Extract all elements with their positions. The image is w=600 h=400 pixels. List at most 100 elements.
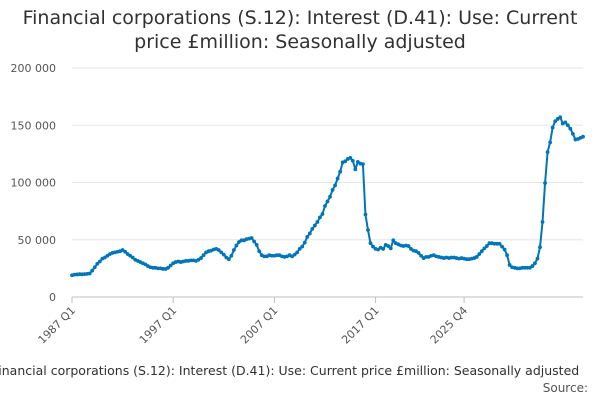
x-tick-label: 1987 Q1 (36, 304, 79, 347)
data-point[interactable] (328, 194, 332, 199)
data-point[interactable] (386, 244, 391, 248)
data-point[interactable] (219, 250, 224, 255)
data-point[interactable] (320, 212, 325, 216)
data-point[interactable] (388, 246, 393, 251)
data-point[interactable] (570, 131, 575, 136)
data-point[interactable] (484, 244, 489, 248)
data-point[interactable] (366, 228, 370, 232)
data-point[interactable] (310, 226, 315, 231)
data-point[interactable] (565, 123, 570, 128)
data-point[interactable] (500, 244, 504, 249)
data-point[interactable] (538, 245, 542, 250)
data-point[interactable] (201, 253, 206, 258)
data-point[interactable] (348, 155, 353, 160)
data-point[interactable] (252, 239, 257, 244)
data-point[interactable] (312, 223, 317, 228)
series-line (71, 116, 584, 277)
data-point[interactable] (300, 244, 305, 249)
data-point[interactable] (97, 259, 102, 264)
data-point[interactable] (479, 249, 484, 254)
data-point[interactable] (343, 159, 348, 164)
data-point[interactable] (297, 247, 302, 251)
data-point[interactable] (232, 248, 236, 252)
data-point[interactable] (419, 253, 423, 258)
data-point[interactable] (368, 241, 373, 246)
data-point[interactable] (249, 236, 254, 240)
data-point[interactable] (90, 268, 95, 273)
data-point[interactable] (335, 176, 340, 181)
data-point[interactable] (95, 261, 100, 266)
y-tick-label: 50 000 (18, 234, 57, 247)
data-point[interactable] (226, 257, 231, 262)
data-point[interactable] (505, 253, 510, 258)
data-point[interactable] (123, 249, 128, 254)
data-point[interactable] (338, 169, 343, 174)
data-point[interactable] (234, 243, 239, 248)
data-point[interactable] (540, 220, 545, 224)
data-point[interactable] (502, 247, 507, 252)
source-label: Source: (542, 381, 588, 395)
data-point[interactable] (563, 120, 568, 125)
data-point[interactable] (550, 125, 555, 130)
data-point[interactable] (166, 265, 171, 270)
data-point[interactable] (558, 115, 563, 120)
data-point[interactable] (333, 183, 337, 188)
x-tick-label: 2017 Q1 (339, 304, 382, 347)
data-point[interactable] (482, 246, 487, 251)
data-point[interactable] (381, 247, 386, 251)
x-axis: 1987 Q1 1997 Q1 2007 Q1 2017 Q1 2025 Q4 (36, 296, 583, 347)
grid-lines (72, 67, 583, 241)
series-layer (70, 115, 585, 278)
data-point[interactable] (543, 181, 547, 185)
data-point[interactable] (371, 244, 375, 249)
y-axis: 0 50 000 100 000 150 000 200 000 (11, 62, 57, 304)
data-point[interactable] (350, 158, 355, 163)
data-point[interactable] (221, 252, 226, 257)
data-point[interactable] (292, 252, 297, 257)
data-point[interactable] (507, 263, 512, 267)
y-tick-label: 100 000 (11, 177, 57, 190)
data-point[interactable] (533, 261, 537, 266)
data-point[interactable] (307, 231, 312, 236)
data-point[interactable] (568, 126, 573, 131)
data-point[interactable] (391, 238, 396, 243)
data-point[interactable] (199, 256, 203, 260)
data-point[interactable] (318, 215, 322, 220)
data-point[interactable] (363, 212, 368, 217)
data-point[interactable] (229, 253, 234, 258)
data-point[interactable] (474, 255, 479, 259)
data-point[interactable] (545, 150, 550, 155)
data-point[interactable] (497, 241, 502, 246)
data-point[interactable] (325, 199, 330, 204)
data-point[interactable] (530, 264, 535, 268)
data-point[interactable] (330, 188, 335, 192)
data-point[interactable] (416, 251, 421, 255)
data-point[interactable] (361, 162, 365, 167)
chart-title-line-2: price £million: Seasonally adjusted (134, 31, 466, 53)
data-point[interactable] (130, 255, 135, 260)
data-point[interactable] (406, 244, 411, 248)
data-point[interactable] (581, 134, 585, 139)
data-point[interactable] (315, 220, 320, 224)
chart-title-line-1: Financial corporations (S.12): Interest … (22, 7, 578, 29)
y-tick-label: 0 (49, 291, 56, 304)
data-point[interactable] (353, 167, 358, 172)
data-point[interactable] (535, 256, 540, 261)
data-point[interactable] (295, 250, 300, 255)
data-point[interactable] (87, 271, 92, 276)
data-point[interactable] (553, 119, 558, 124)
data-point[interactable] (92, 265, 97, 270)
y-tick-label: 150 000 (11, 119, 57, 132)
x-tick-label: 2025 Q4 (428, 304, 471, 347)
data-point[interactable] (302, 240, 307, 245)
data-point[interactable] (216, 248, 221, 252)
data-point[interactable] (257, 249, 262, 254)
data-point[interactable] (548, 140, 553, 145)
data-point[interactable] (477, 252, 482, 256)
data-point[interactable] (168, 263, 173, 268)
data-point[interactable] (254, 243, 259, 247)
legend-series-label: Financial corporations (S.12): Interest … (0, 363, 580, 378)
data-point[interactable] (305, 234, 310, 239)
data-point[interactable] (323, 204, 327, 208)
